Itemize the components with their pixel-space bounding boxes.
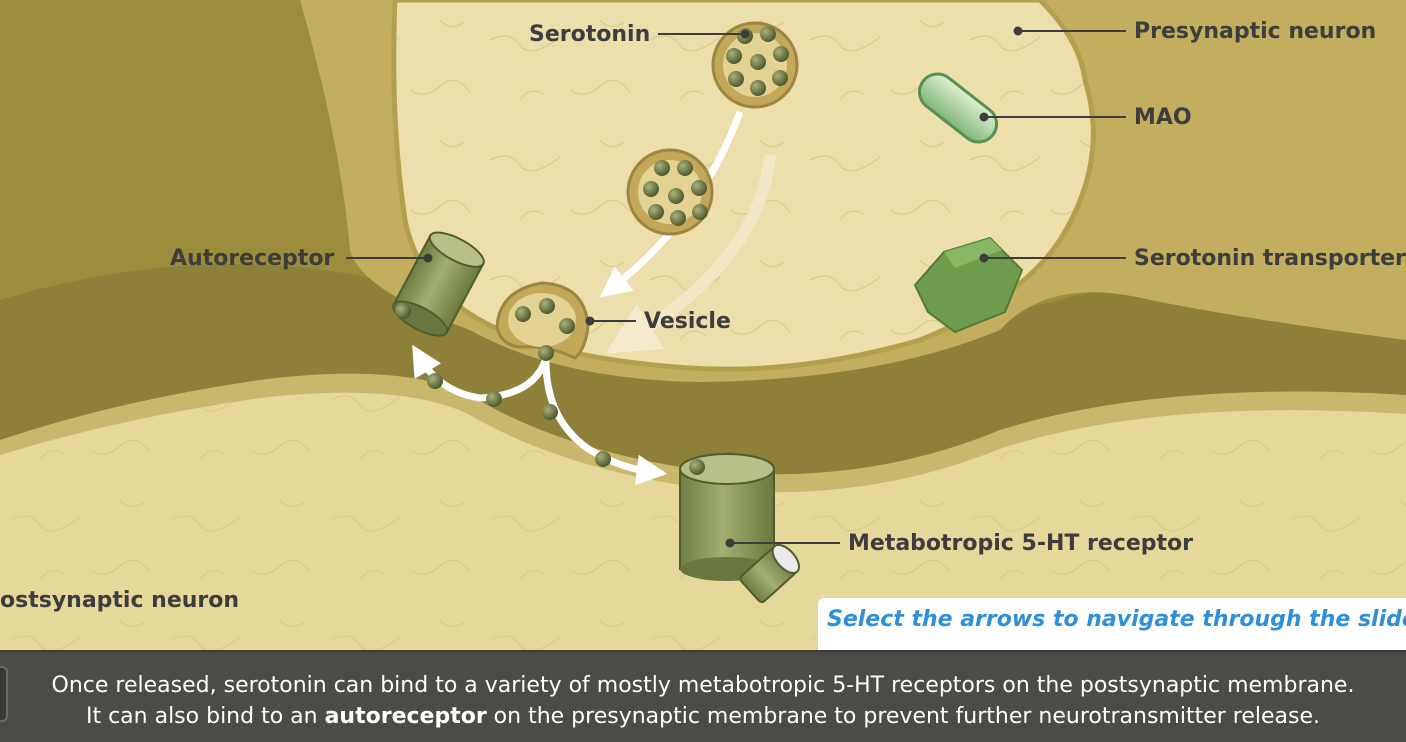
caption-bar: Once released, serotonin can bind to a v…: [0, 650, 1406, 742]
postsynaptic-arrow: [542, 357, 668, 486]
slide-caption: Once released, serotonin can bind to a v…: [0, 670, 1406, 732]
metabotropic-receptor-label: Metabotropic 5-HT receptor: [848, 531, 1193, 556]
postsynaptic-neuron-label: ostsynaptic neuron: [0, 588, 240, 613]
synapse-diagram: [0, 0, 1406, 650]
metabotropic-receptor-protein: [679, 453, 801, 604]
navigation-hint: Select the arrows to navigate through th…: [818, 598, 1406, 650]
leader-lines: [346, 26, 1126, 548]
autoreceptor-protein: [392, 231, 485, 337]
faint-arrow: [605, 154, 776, 354]
caption-line-2-end: on the presynaptic membrane to prevent f…: [486, 704, 1321, 729]
bound-serotonin-molecule: [395, 303, 411, 319]
serotonin-label: Serotonin: [529, 22, 651, 47]
caption-keyword-autoreceptor: autoreceptor: [324, 704, 487, 729]
mao-enzyme: [918, 72, 998, 144]
mao-label: MAO: [1134, 105, 1192, 130]
caption-line-2: It can also bind to an autoreceptor on t…: [0, 701, 1406, 732]
released-serotonin: [427, 345, 611, 467]
vesicle-label: Vesicle: [644, 309, 731, 334]
diagram-stage: Serotonin Presynaptic neuron MAO Autorec…: [0, 0, 1406, 650]
presynaptic-neuron-label: Presynaptic neuron: [1134, 19, 1377, 44]
caption-line-1: Once released, serotonin can bind to a v…: [51, 673, 1355, 698]
serotonin-molecules: [515, 26, 789, 334]
previous-slide-button[interactable]: [0, 666, 8, 722]
serotonin-transporter-label: Serotonin transporter: [1134, 246, 1406, 271]
caption-line-2-start: It can also bind to an: [85, 704, 325, 729]
navigation-hint-text: Select the arrows to navigate through th…: [827, 607, 1406, 632]
autoreceptor-label: Autoreceptor: [170, 246, 335, 271]
